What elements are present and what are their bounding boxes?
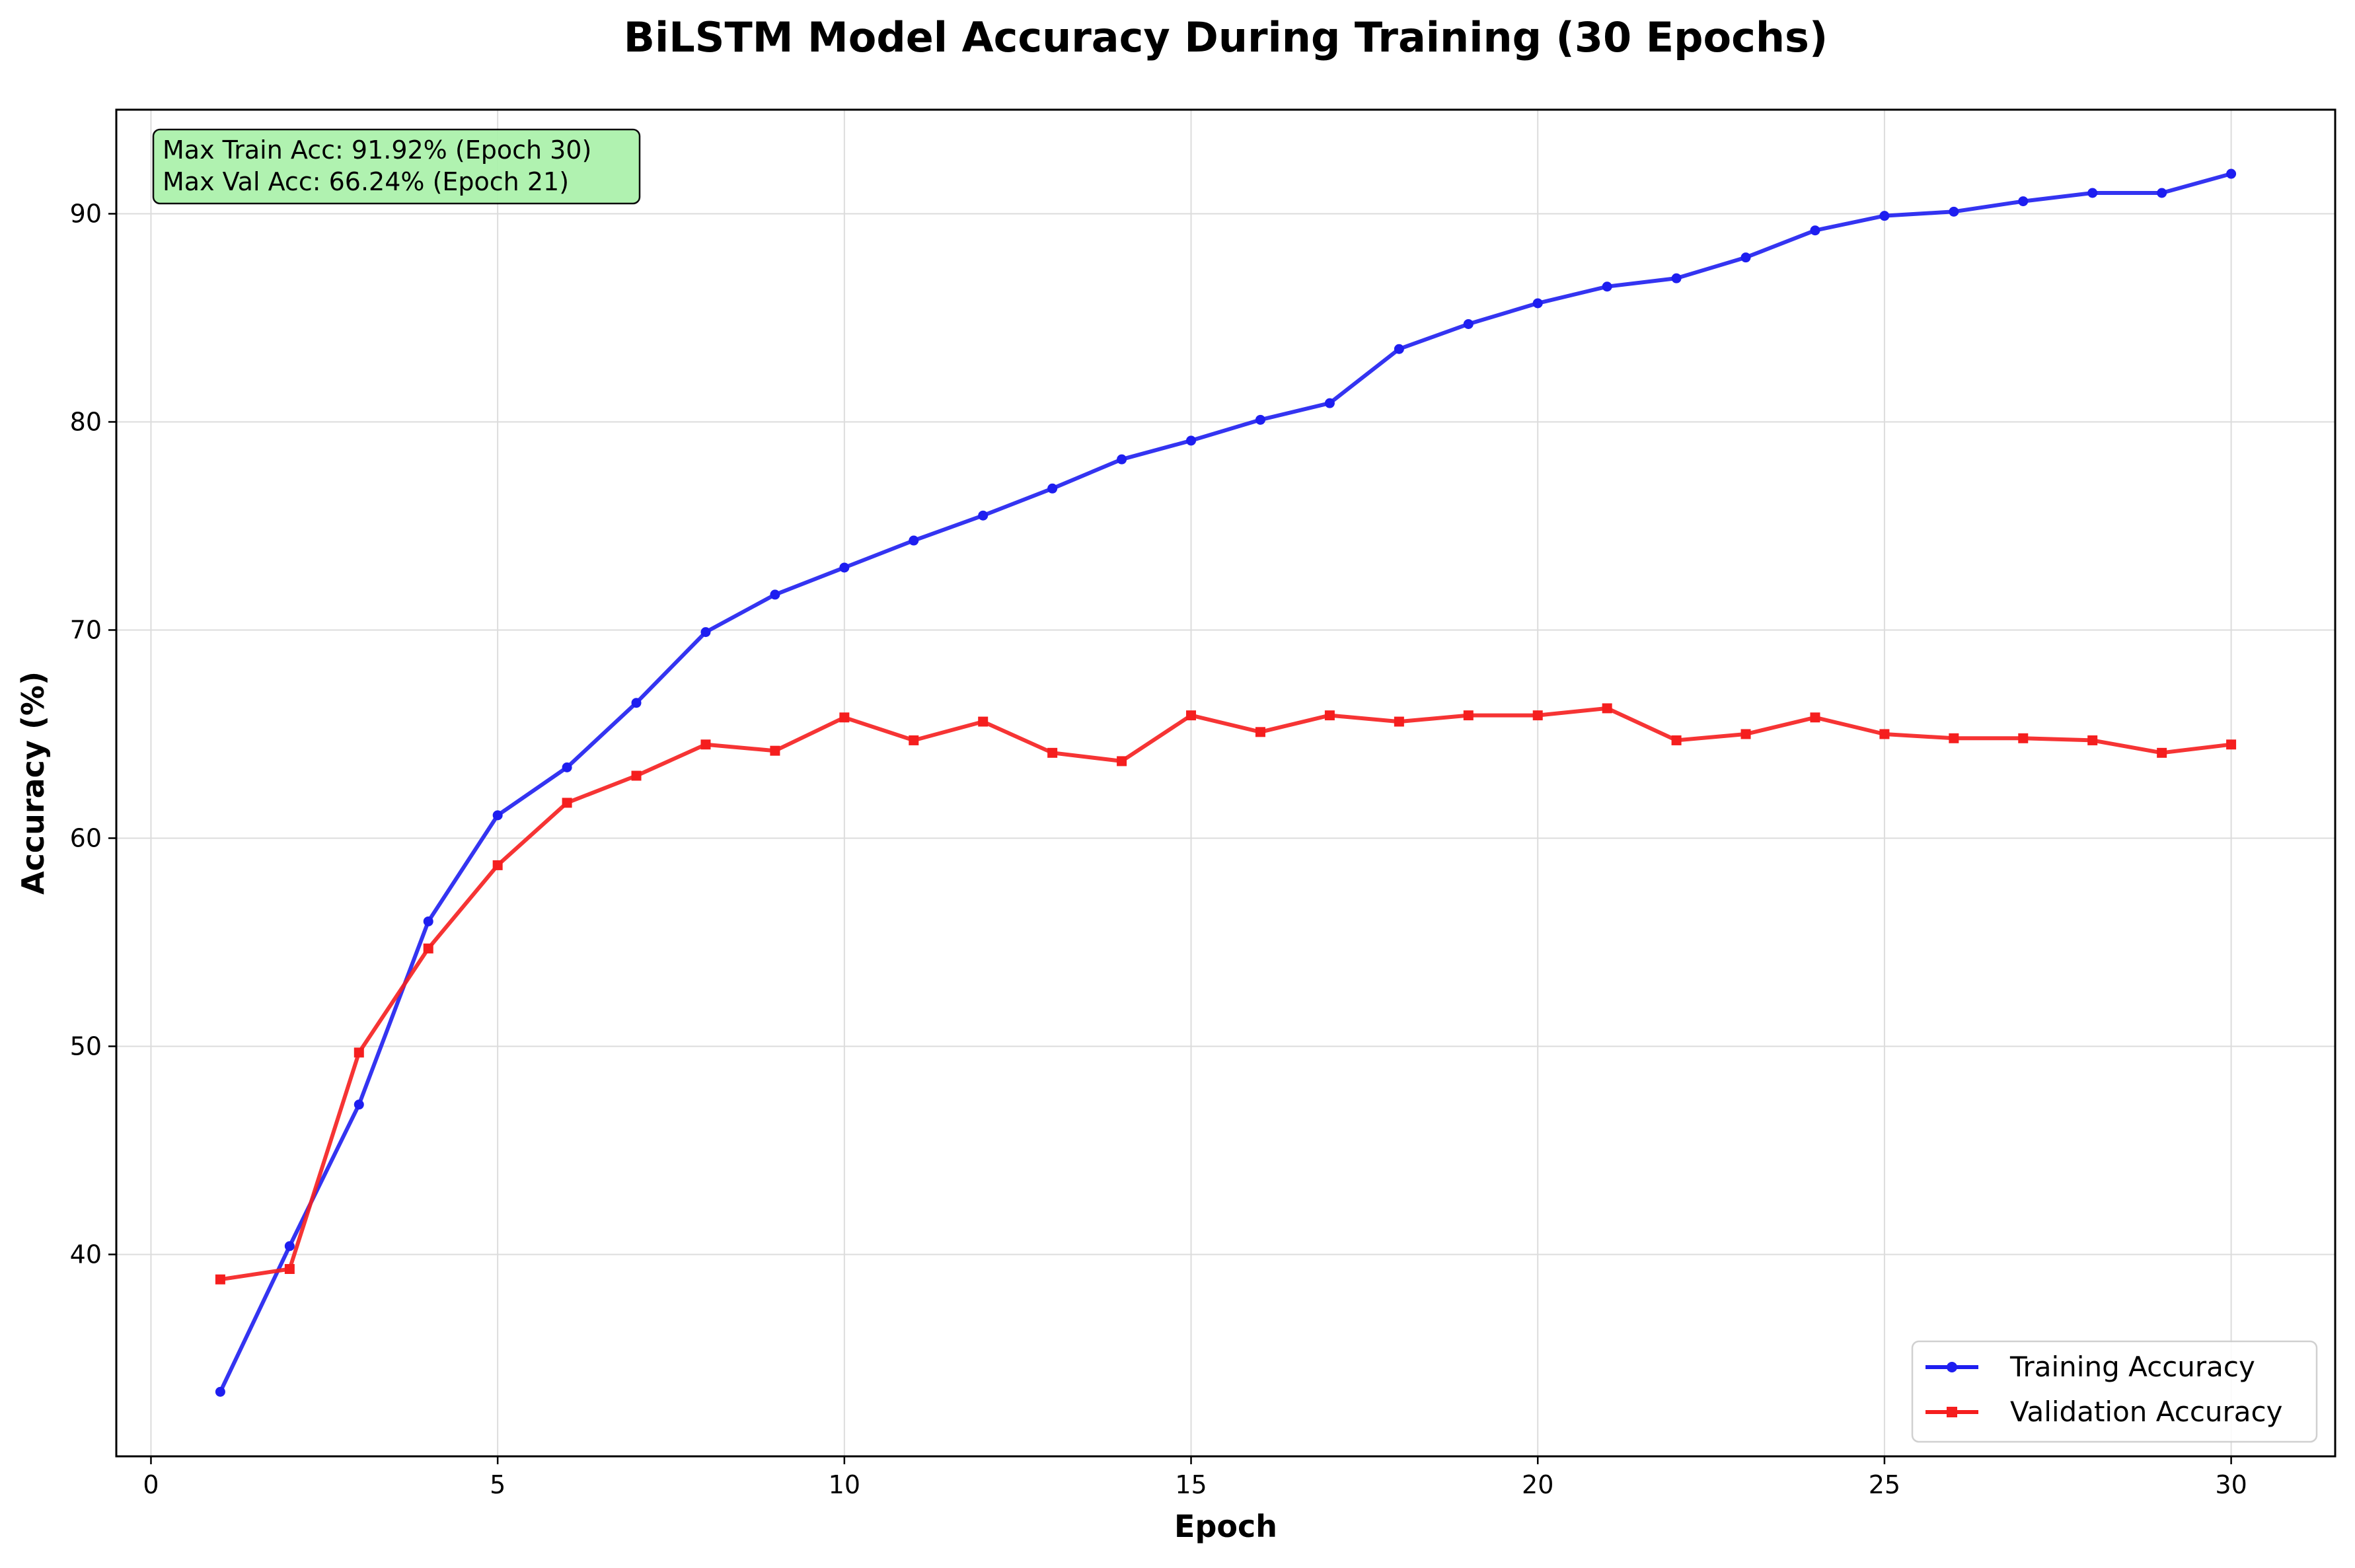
series-validation <box>215 703 2237 1285</box>
data-point-training <box>1740 252 1751 263</box>
y-tick-label: 60 <box>70 823 102 852</box>
series-line-validation <box>218 706 2233 1282</box>
y-tick-label: 80 <box>70 407 102 436</box>
x-tick-label: 25 <box>1869 1470 1900 1499</box>
legend-label-training: Training Accuracy <box>2009 1351 2255 1383</box>
data-point-validation <box>909 735 919 745</box>
data-point-training <box>1532 298 1543 309</box>
data-point-training <box>1255 414 1265 425</box>
data-point-validation <box>839 712 850 723</box>
data-point-training <box>284 1241 295 1251</box>
legend-label-validation: Validation Accuracy <box>2010 1396 2283 1428</box>
data-point-training <box>354 1100 364 1110</box>
data-point-validation <box>978 716 989 727</box>
data-point-training <box>839 562 850 573</box>
data-point-training <box>770 589 780 600</box>
data-point-training <box>562 762 572 772</box>
data-point-validation <box>492 860 503 870</box>
legend-marker-validation <box>1947 1407 1957 1417</box>
data-point-validation <box>770 745 780 756</box>
data-point-training <box>700 627 711 638</box>
data-point-validation <box>562 798 572 808</box>
x-tick-label: 5 <box>490 1470 505 1499</box>
data-point-validation <box>1671 735 1682 745</box>
data-point-validation <box>1324 710 1335 721</box>
max-accuracy-annotation: Max Train Acc: 91.92% (Epoch 30) Max Val… <box>152 128 641 205</box>
data-point-validation <box>1463 710 1474 721</box>
data-point-validation <box>1047 747 1058 758</box>
x-tick-label: 10 <box>829 1470 860 1499</box>
data-point-training <box>1324 398 1335 408</box>
data-point-training <box>492 810 503 821</box>
series-training <box>215 168 2237 1397</box>
data-point-validation <box>2087 735 2098 745</box>
y-tick-label: 40 <box>70 1240 102 1269</box>
data-point-training <box>1671 273 1682 283</box>
chart-title: BiLSTM Model Accuracy During Training (3… <box>624 13 1828 61</box>
data-point-validation <box>423 943 433 953</box>
data-point-training <box>909 535 919 546</box>
data-point-training <box>1463 318 1474 329</box>
y-axis-label: Accuracy (%) <box>15 671 51 895</box>
data-point-validation <box>1117 756 1127 766</box>
annotation-line-val: Max Val Acc: 66.24% (Epoch 21) <box>163 167 569 196</box>
legend-marker-training <box>1947 1362 1957 1372</box>
data-point-validation <box>631 770 642 781</box>
data-point-validation <box>2226 739 2237 750</box>
x-axis-label: Epoch <box>1174 1509 1277 1544</box>
grid-lines <box>116 110 2335 1456</box>
y-tick-label: 50 <box>70 1031 102 1061</box>
data-point-validation <box>354 1047 364 1058</box>
data-point-validation <box>700 739 711 750</box>
data-point-validation <box>1949 733 1959 743</box>
data-point-validation <box>1740 729 1751 739</box>
data-point-validation <box>1810 712 1820 723</box>
data-point-validation <box>2157 747 2167 758</box>
data-point-training <box>1602 281 1612 292</box>
data-point-training <box>2087 188 2098 198</box>
data-point-validation <box>1186 710 1197 721</box>
data-point-training <box>1879 211 1890 221</box>
data-point-training <box>2018 196 2029 207</box>
data-point-validation <box>1532 710 1543 721</box>
data-point-training <box>2226 168 2237 179</box>
data-point-validation <box>1394 716 1404 727</box>
data-point-training <box>978 510 989 521</box>
data-point-training <box>1047 483 1058 494</box>
x-tick-label: 20 <box>1522 1470 1553 1499</box>
series-line-training <box>218 172 2233 1394</box>
annotation-line-train: Max Train Acc: 91.92% (Epoch 30) <box>163 135 591 165</box>
data-point-training <box>423 916 433 926</box>
legend: Training Accuracy Validation Accuracy <box>1911 1340 2318 1443</box>
plot-series <box>215 168 2237 1397</box>
y-tick-label: 70 <box>70 615 102 644</box>
data-point-training <box>1117 454 1127 465</box>
x-tick-label: 0 <box>143 1470 159 1499</box>
data-point-validation <box>1879 729 1890 739</box>
axis-ticks: 0 5 10 15 20 25 30 40 50 60 70 80 90 <box>70 199 2247 1499</box>
data-point-validation <box>215 1274 225 1285</box>
data-point-validation <box>284 1264 295 1275</box>
data-point-validation <box>1255 727 1265 737</box>
y-tick-label: 90 <box>70 199 102 228</box>
x-tick-label: 15 <box>1175 1470 1207 1499</box>
annotation-background <box>152 128 641 205</box>
data-point-training <box>1186 435 1197 446</box>
data-point-training <box>1949 206 1959 217</box>
data-point-validation <box>1602 703 1612 714</box>
data-point-validation <box>2018 733 2029 743</box>
data-point-training <box>1394 344 1404 354</box>
data-point-training <box>631 698 642 708</box>
x-tick-label: 30 <box>2215 1470 2247 1499</box>
data-point-training <box>1810 225 1820 236</box>
data-point-training <box>215 1386 225 1397</box>
data-point-training <box>2157 188 2167 198</box>
plot-frame <box>115 108 2336 1458</box>
legend-frame <box>1911 1340 2318 1443</box>
